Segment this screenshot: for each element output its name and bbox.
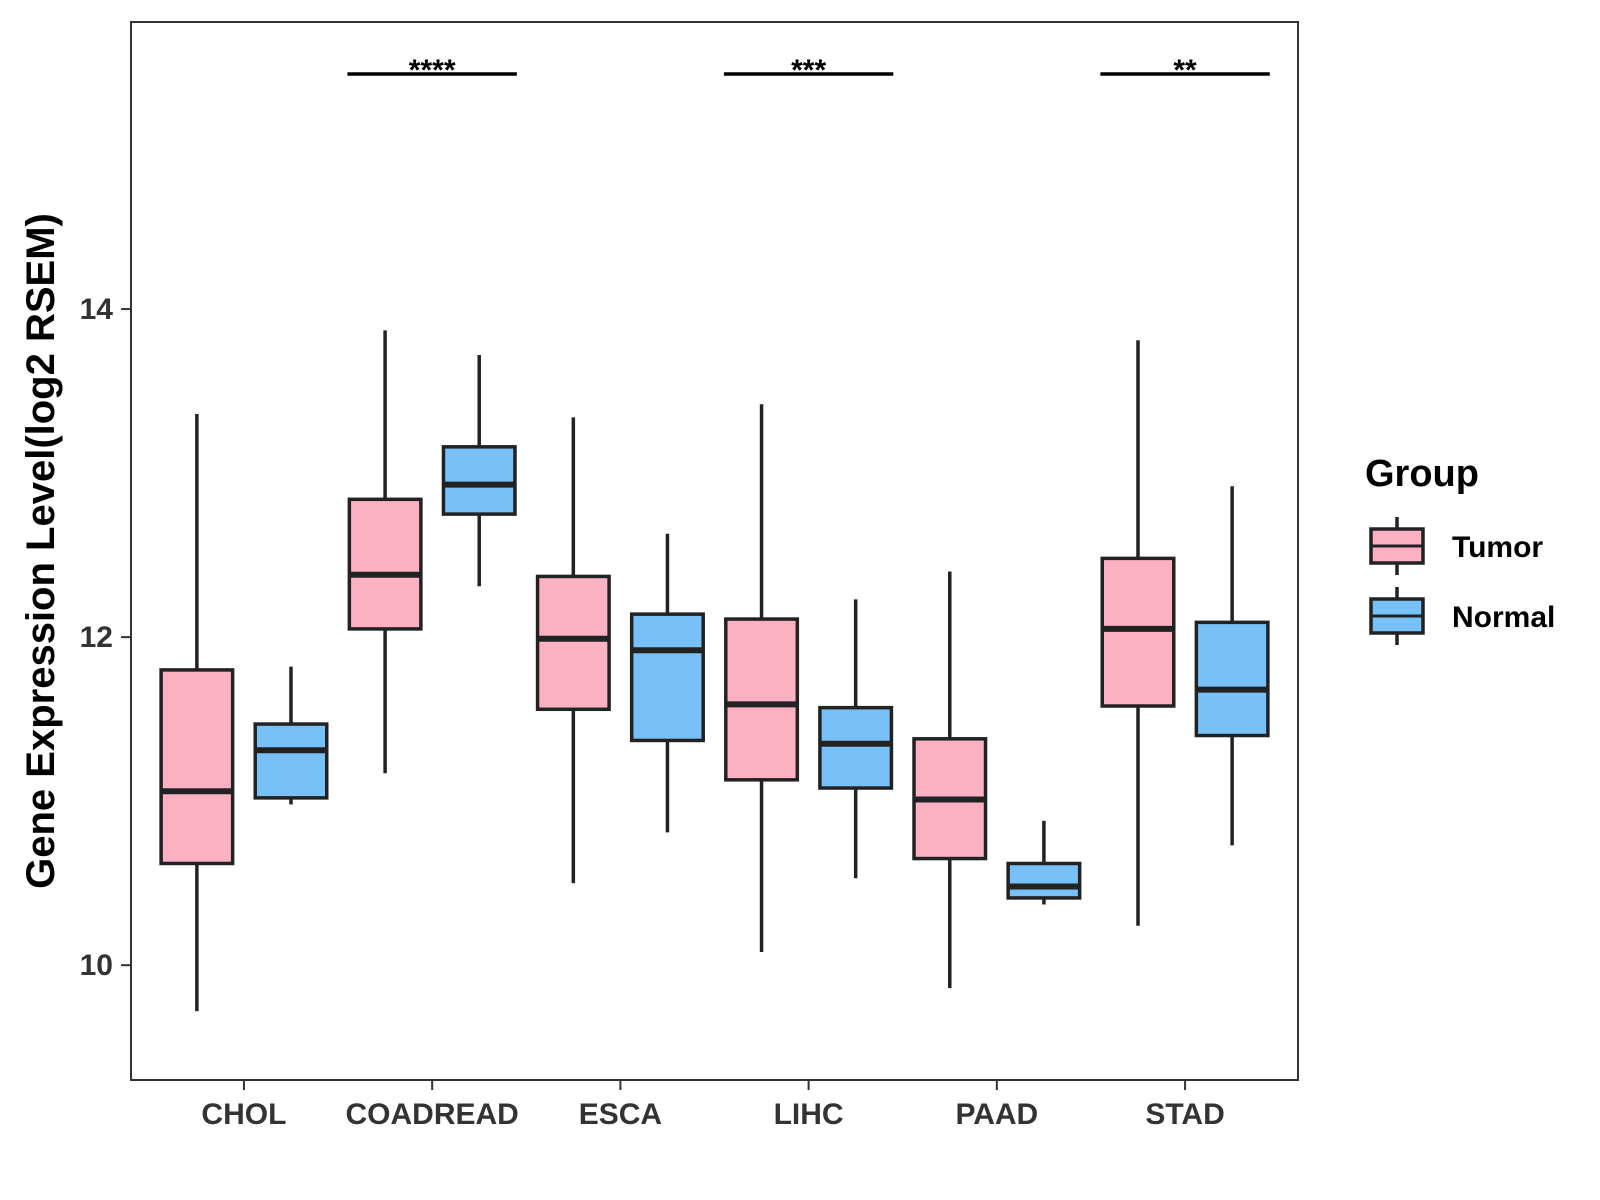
box-normal-stad <box>1194 486 1270 846</box>
x-tick-label: STAD <box>1145 1098 1224 1131</box>
y-axis-title: Gene Expression Level(log2 RSEM) <box>19 213 63 889</box>
box-iqr <box>535 574 611 712</box>
box-normal-esca <box>629 533 705 833</box>
box-tumor-coadread <box>347 330 423 774</box>
significance-annotations: **** *** ** <box>347 54 1270 87</box>
legend-label: Tumor <box>1452 531 1543 564</box>
box-tumor-lihc <box>724 404 800 953</box>
box-tumor-chol <box>159 414 235 1012</box>
plot-panel <box>130 21 1299 1081</box>
legend-label: Normal <box>1452 601 1555 634</box>
x-tick-label: ESCA <box>579 1098 662 1131</box>
box-iqr <box>1100 556 1176 708</box>
box-iqr <box>818 705 894 790</box>
box-iqr <box>629 612 705 743</box>
box-iqr <box>441 445 517 516</box>
x-tick-label: PAAD <box>955 1098 1038 1131</box>
significance-label: **** <box>409 54 456 87</box>
box-tumor-esca <box>535 417 611 884</box>
box-normal-chol <box>253 666 329 805</box>
y-axis: 10 12 14 <box>80 293 131 982</box>
box-series-group <box>159 330 1270 1012</box>
box-iqr <box>159 668 235 866</box>
legend-item-normal: Normal <box>1369 587 1555 645</box>
x-tick-label: LIHC <box>774 1098 844 1131</box>
box-normal-coadread <box>441 354 517 587</box>
box-tumor-stad <box>1100 340 1176 926</box>
legend: Group Tumor Normal <box>1365 453 1555 645</box>
box-iqr <box>724 617 800 782</box>
box-iqr <box>1194 620 1270 738</box>
box-normal-paad <box>1006 820 1082 905</box>
x-tick-label: CHOL <box>201 1098 286 1131</box>
x-tick-label: COADREAD <box>345 1098 518 1131</box>
box-iqr <box>347 497 423 631</box>
y-tick-label: 14 <box>80 293 114 326</box>
legend-title: Group <box>1365 453 1479 495</box>
box-iqr <box>1006 861 1082 900</box>
y-tick-label: 12 <box>80 621 113 654</box>
legend-item-tumor: Tumor <box>1369 517 1543 575</box>
y-tick-label: 10 <box>80 949 113 982</box>
significance-label: ** <box>1173 54 1197 87</box>
box-normal-lihc <box>818 599 894 879</box>
significance-label: *** <box>791 54 826 87</box>
x-axis: CHOL COADREAD ESCA LIHC PAAD STAD <box>201 1080 1225 1131</box>
box-tumor-paad <box>912 571 988 989</box>
box-iqr <box>253 722 329 800</box>
